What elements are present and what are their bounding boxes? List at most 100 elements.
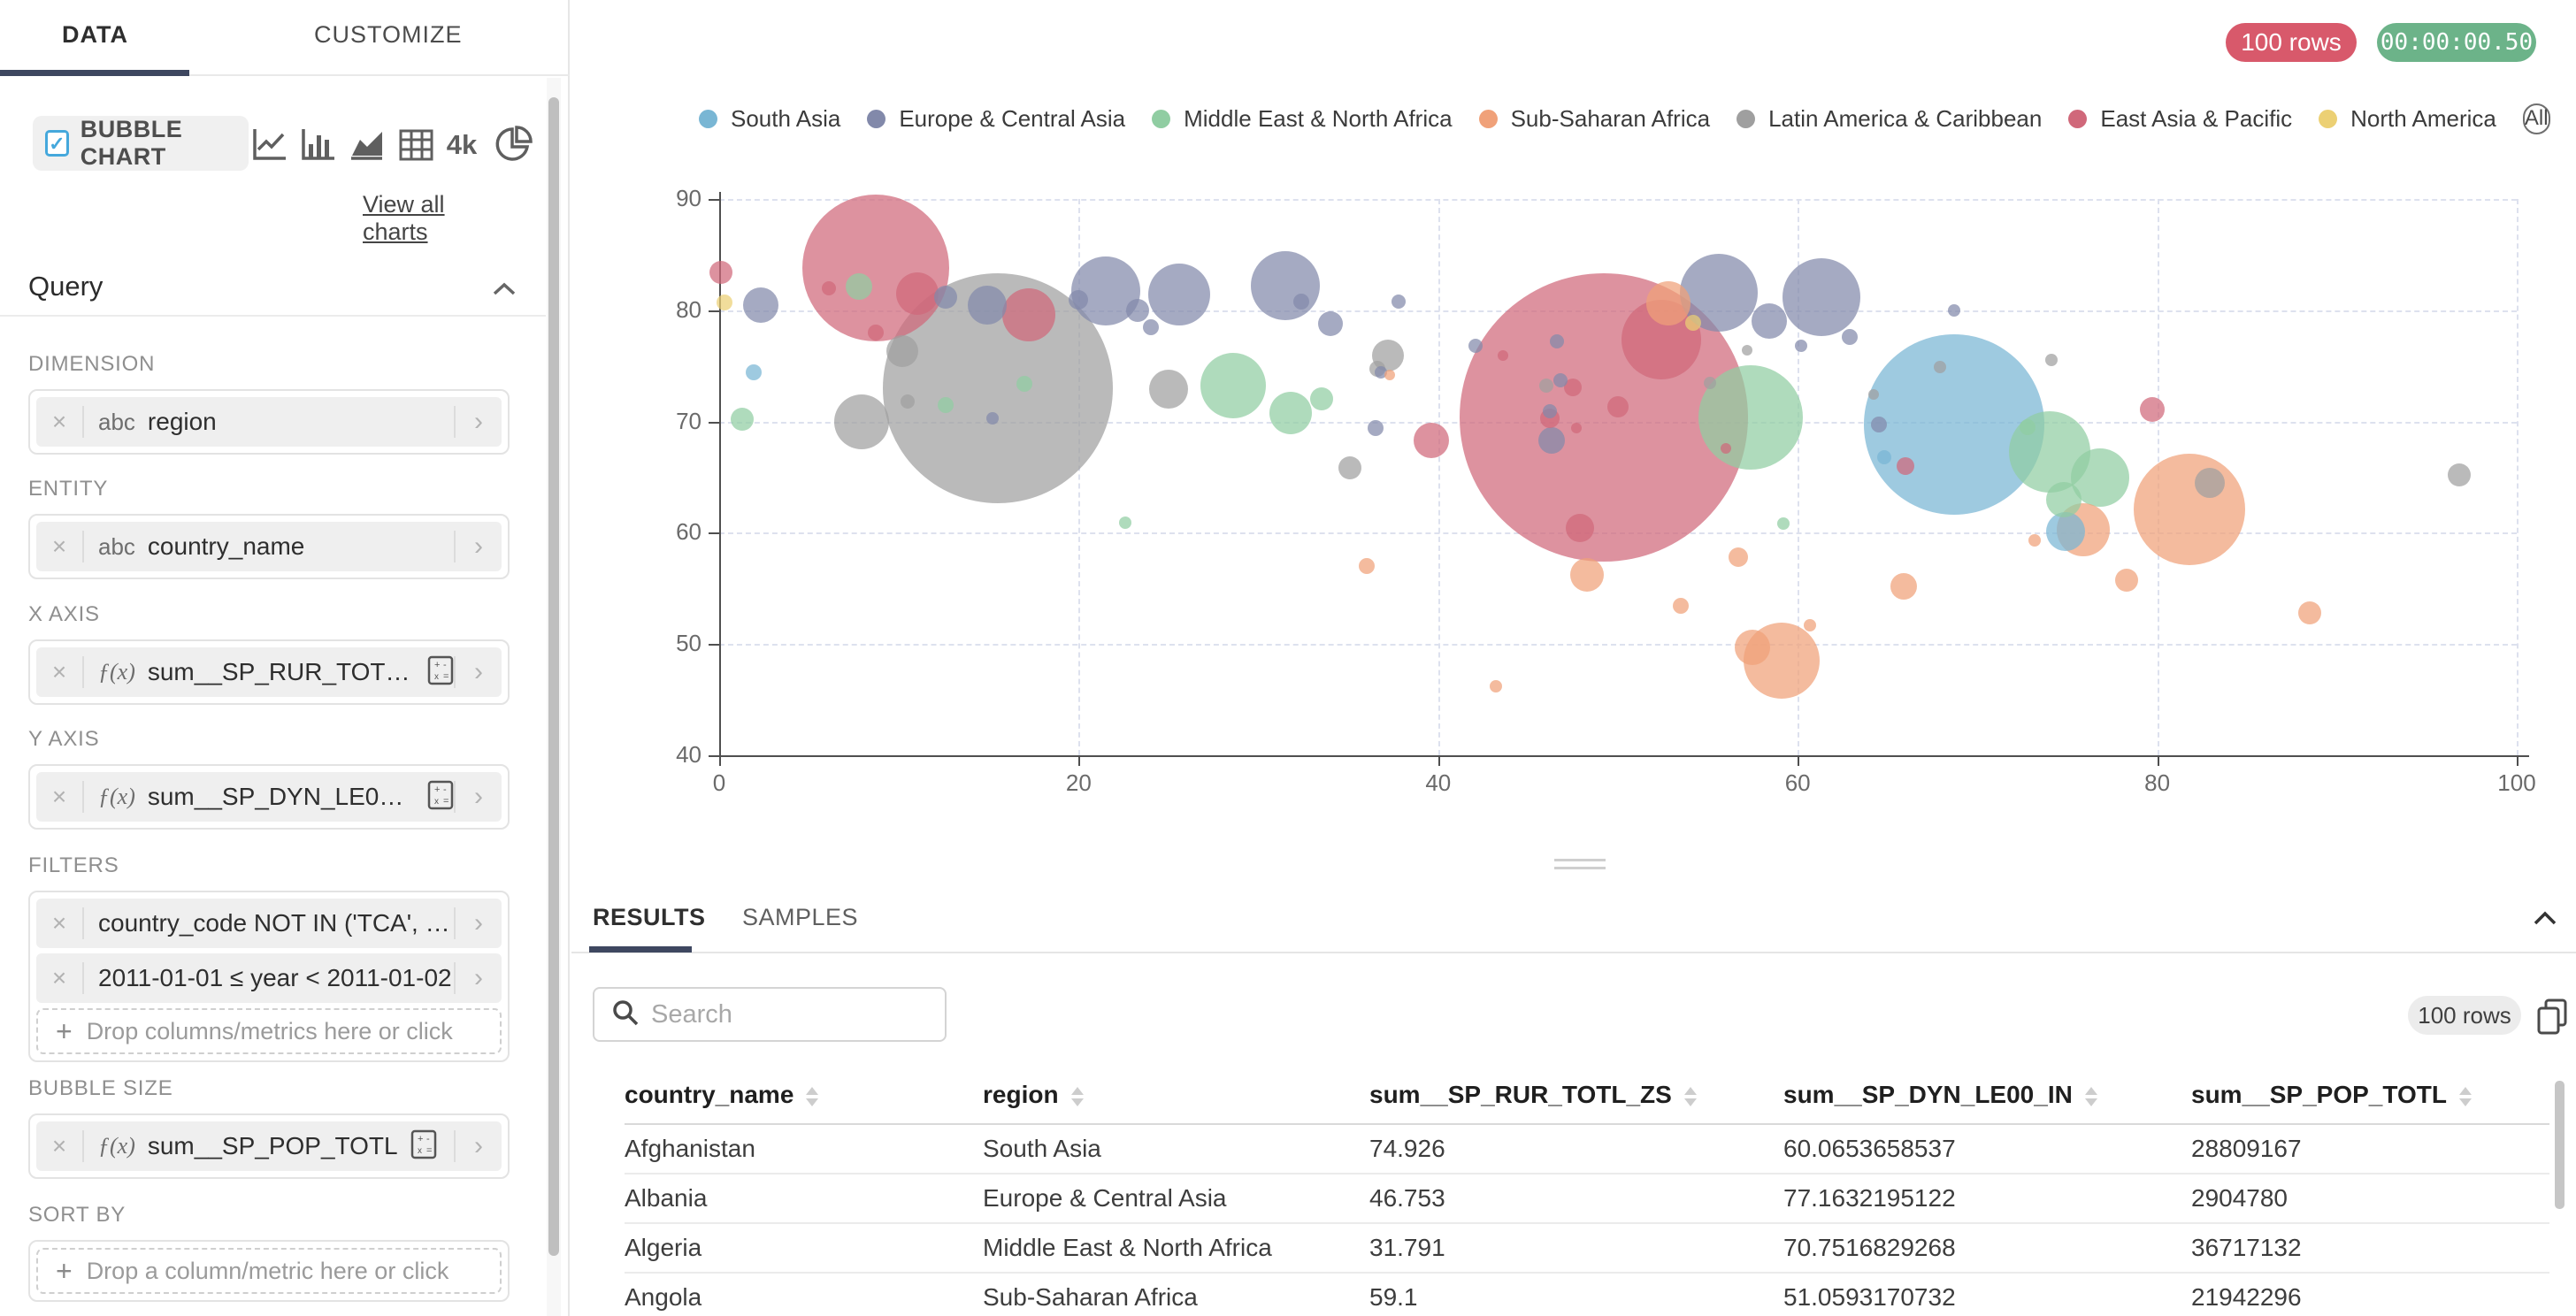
bubble-europe-central-asia[interactable] [1468,339,1484,354]
bubble-middle-east-north-africa[interactable] [2020,418,2036,435]
filters-drop-target[interactable]: + Drop columns/metrics here or click [36,1008,502,1054]
bubble-middle-east-north-africa[interactable] [846,273,873,301]
chevron-right-icon[interactable]: › [474,657,483,686]
bubble-size-pill[interactable]: × ƒ(x) sum__SP_POP_TOTL + - x = › [36,1121,502,1171]
bubble-east-asia-pacific[interactable] [1566,514,1595,543]
remove-icon[interactable]: × [51,909,67,937]
bubble-east-asia-pacific[interactable] [821,280,836,295]
legend-item-south-asia[interactable]: South Asia [699,105,840,133]
column-header-sum__SP_DYN_LE00_IN[interactable]: sum__SP_DYN_LE00_IN [1783,1068,2191,1124]
legend-item-latin-america-caribbean[interactable]: Latin America & Caribbean [1736,105,2042,133]
chevron-right-icon[interactable]: › [474,1131,483,1160]
bubble-east-asia-pacific[interactable] [895,272,939,315]
chevron-right-icon[interactable]: › [474,407,483,436]
bubble-latin-america-caribbean[interactable] [1867,389,1879,401]
bubble-europe-central-asia[interactable] [1251,251,1321,321]
bubble-sub-saharan-africa[interactable] [1890,572,1918,600]
bubble-east-asia-pacific[interactable] [709,261,733,285]
sort-icon[interactable] [1683,1086,1697,1106]
bubble-europe-central-asia[interactable] [1367,420,1384,437]
area-chart-icon[interactable] [347,126,386,164]
results-search-box[interactable] [593,987,947,1042]
bubble-europe-central-asia[interactable] [1317,310,1343,336]
bubble-east-asia-pacific[interactable] [1897,456,1915,475]
remove-icon[interactable]: × [51,532,67,560]
line-chart-icon[interactable] [250,126,289,164]
legend-item-sub-saharan-africa[interactable]: Sub-Saharan Africa [1478,105,1710,133]
collapse-results-chevron-up-icon[interactable] [2532,909,2558,931]
bubble-latin-america-caribbean[interactable] [833,394,889,449]
sort-by-drop-target[interactable]: + Drop a column/metric here or click [36,1248,502,1294]
chevron-up-icon[interactable] [492,281,516,295]
bubble-east-asia-pacific[interactable] [1497,350,1508,362]
bubble-north-america[interactable] [1685,314,1702,331]
bubble-east-asia-pacific[interactable] [1001,287,1055,341]
x-axis-pill[interactable]: × ƒ(x) sum__SP_RUR_TOTL_ZS + - x = › [36,647,502,697]
bubble-europe-central-asia[interactable] [1142,318,1159,335]
bubble-sub-saharan-africa[interactable] [2115,569,2139,593]
legend-item-north-america[interactable]: North America [2319,105,2496,133]
bubble-east-asia-pacific[interactable] [1571,423,1583,434]
bubble-middle-east-north-africa[interactable] [1269,391,1313,434]
column-header-sum__SP_POP_TOTL[interactable]: sum__SP_POP_TOTL [2191,1068,2549,1124]
bubble-middle-east-north-africa[interactable] [2045,481,2082,517]
bubble-europe-central-asia[interactable] [1392,294,1407,309]
table-row[interactable]: Angola Sub-Saharan Africa 59.1 51.059317073… [625,1273,2549,1316]
checkbox-checked-icon[interactable]: ✓ [45,130,69,157]
bubble-south-asia[interactable] [1863,334,2044,516]
bubble-europe-central-asia[interactable] [1795,340,1808,353]
panel-resize-handle[interactable] [1554,859,1606,875]
bubble-europe-central-asia[interactable] [1537,426,1565,454]
column-header-sum__SP_RUR_TOTL_ZS[interactable]: sum__SP_RUR_TOTL_ZS [1369,1068,1783,1124]
bubble-sub-saharan-africa[interactable] [1673,598,1690,615]
legend-item-middle-east-north-africa[interactable]: Middle East & North Africa [1152,105,1453,133]
bubble-middle-east-north-africa[interactable] [1698,364,1804,470]
bubble-europe-central-asia[interactable] [1751,303,1787,340]
bubble-east-asia-pacific[interactable] [801,194,949,341]
bubble-east-asia-pacific[interactable] [2139,396,2165,422]
panel-scrollbar-thumb[interactable] [548,97,559,1256]
sort-icon[interactable] [1070,1086,1084,1106]
legend-item-europe-central-asia[interactable]: Europe & Central Asia [867,105,1125,133]
bubble-latin-america-caribbean[interactable] [886,335,919,368]
bubble-latin-america-caribbean[interactable] [2194,467,2225,498]
bubble-sub-saharan-africa[interactable] [1489,680,1502,692]
bubble-europe-central-asia[interactable] [1552,373,1568,388]
bubble-europe-central-asia[interactable] [1947,303,1960,317]
remove-icon[interactable]: × [51,658,67,685]
sort-icon[interactable] [2458,1086,2472,1106]
bubble-europe-central-asia[interactable] [985,411,999,425]
bubble-sub-saharan-africa[interactable] [2298,601,2322,624]
bubble-middle-east-north-africa[interactable] [1016,375,1033,392]
pie-chart-icon[interactable] [494,126,533,164]
bubble-europe-central-asia[interactable] [1542,404,1557,419]
bubble-sub-saharan-africa[interactable] [1358,558,1375,575]
tab-results[interactable]: RESULTS [593,904,706,930]
column-header-country_name[interactable]: country_name [625,1068,983,1124]
chevron-right-icon[interactable]: › [474,782,483,811]
chevron-right-icon[interactable]: › [474,963,483,992]
viz-type-chip-bubble-chart[interactable]: ✓ BUBBLE CHART [33,116,249,171]
search-input[interactable] [651,999,916,1029]
remove-icon[interactable]: × [51,783,67,810]
bubble-europe-central-asia[interactable] [742,287,778,323]
bubble-sub-saharan-africa[interactable] [1729,547,1749,568]
view-all-charts-link[interactable]: View all charts [363,191,445,245]
copy-icon[interactable] [2535,998,2571,1037]
bubble-east-asia-pacific[interactable] [1720,442,1731,454]
bubble-sub-saharan-africa[interactable] [2028,534,2042,547]
bubble-latin-america-caribbean[interactable] [1149,370,1188,409]
bubble-europe-central-asia[interactable] [1069,290,1089,310]
bubble-middle-east-north-africa[interactable] [938,396,954,413]
bubble-europe-central-asia[interactable] [1782,257,1860,336]
column-header-region[interactable]: region [983,1068,1369,1124]
table-row[interactable]: Albania Europe & Central Asia 46.753 77.163… [625,1174,2549,1223]
legend-select-all-button[interactable]: All [2522,103,2550,134]
legend-item-east-asia-pacific[interactable]: East Asia & Pacific [2068,105,2292,133]
bubble-sub-saharan-africa[interactable] [2134,453,2246,565]
tab-samples[interactable]: SAMPLES [742,904,859,930]
sort-icon[interactable] [2084,1086,2097,1106]
bubble-sub-saharan-africa[interactable] [1570,558,1605,593]
bubble-latin-america-caribbean[interactable] [1338,456,1362,480]
table-row[interactable]: Algeria Middle East & North Africa 31.791 7… [625,1223,2549,1273]
